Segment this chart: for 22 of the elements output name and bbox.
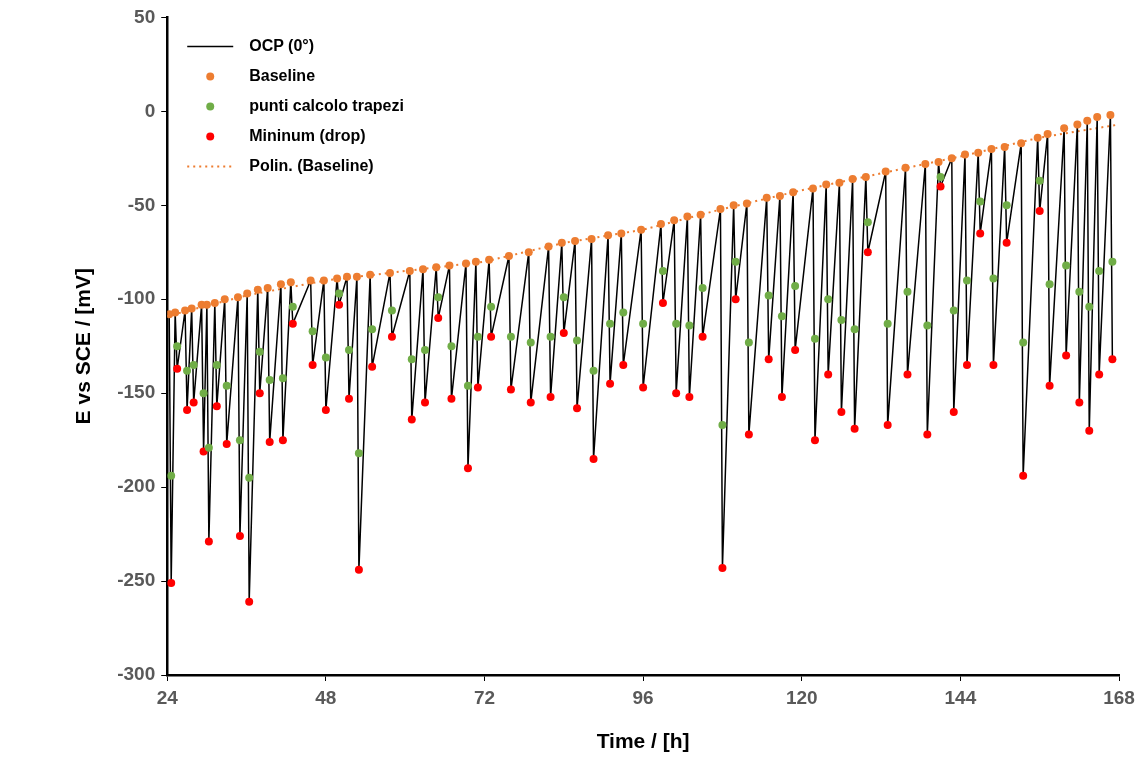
y-tick-label: -100: [117, 287, 156, 309]
legend-label: Mininum (drop): [249, 126, 366, 144]
y-tick-label: 50: [134, 5, 156, 27]
y-tick-label: 0: [144, 99, 156, 121]
legend-label: OCP (0°): [249, 36, 315, 54]
x-tick-label: 24: [156, 686, 179, 708]
y-tick-label: -50: [127, 193, 156, 215]
legend-label: Polin. (Baseline): [249, 156, 374, 174]
y-tick-label: -250: [117, 569, 156, 591]
x-tick-label: 48: [315, 686, 337, 708]
x-tick-label: 96: [632, 686, 654, 708]
x-tick-label: 72: [473, 686, 496, 708]
legend-label: Baseline: [249, 66, 316, 84]
x-tick-label: 144: [944, 686, 977, 708]
y-tick-label: -200: [117, 475, 156, 497]
x-axis-title: Time / [h]: [596, 729, 690, 753]
y-axis-title: E vs SCE / [mV]: [71, 268, 95, 425]
x-tick-label: 120: [785, 686, 818, 708]
legend-label: punti calcolo trapezi: [249, 96, 404, 114]
y-tick-label: -150: [117, 381, 156, 403]
y-tick-label: -300: [117, 663, 156, 685]
x-tick-label: 168: [1103, 686, 1135, 708]
